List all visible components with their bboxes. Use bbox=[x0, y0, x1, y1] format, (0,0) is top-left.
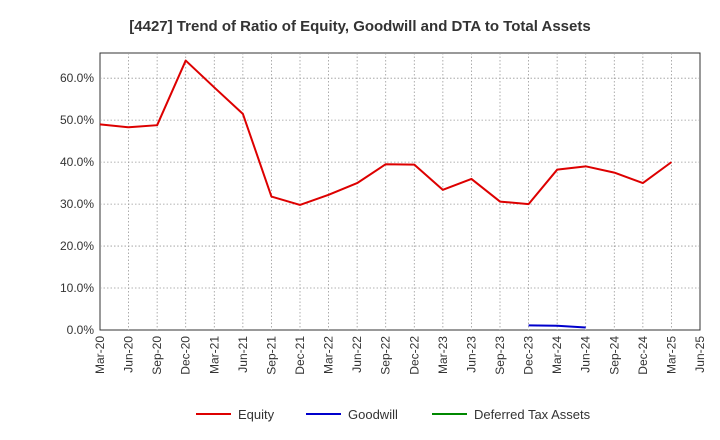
plot-area bbox=[99, 52, 701, 331]
x-tick-label: Sep-22 bbox=[379, 336, 393, 375]
y-tick-label: 60.0% bbox=[60, 71, 94, 85]
y-tick-label: 0.0% bbox=[67, 323, 95, 337]
x-tick-label: Jun-20 bbox=[122, 336, 136, 373]
x-tick-label: Jun-24 bbox=[579, 336, 593, 373]
y-tick-label: 30.0% bbox=[60, 197, 94, 211]
x-tick-label: Dec-22 bbox=[407, 336, 421, 375]
x-tick-label: Dec-23 bbox=[522, 336, 536, 375]
x-tick-label: Sep-21 bbox=[264, 336, 278, 375]
series-line-equity bbox=[99, 59, 673, 206]
series-line-goodwill bbox=[528, 324, 586, 329]
legend-label: Goodwill bbox=[348, 407, 398, 422]
x-tick-label: Sep-24 bbox=[607, 336, 621, 375]
y-tick-label: 10.0% bbox=[60, 281, 94, 295]
legend: Equity Goodwill Deferred Tax Assets bbox=[196, 407, 591, 422]
gridlines bbox=[100, 53, 700, 330]
legend-label: Deferred Tax Assets bbox=[474, 407, 591, 422]
x-axis-ticks: Mar-20 Jun-20 Sep-20 Dec-20 Mar-21 Jun-21 Sep-… bbox=[93, 336, 707, 375]
x-tick-label: Jun-22 bbox=[350, 336, 364, 373]
legend-item-goodwill: Goodwill bbox=[306, 407, 398, 422]
legend-label: Equity bbox=[238, 407, 275, 422]
y-tick-label: 50.0% bbox=[60, 113, 94, 127]
x-tick-label: Dec-20 bbox=[179, 336, 193, 375]
x-tick-label: Dec-24 bbox=[636, 336, 650, 375]
x-tick-label: Dec-21 bbox=[293, 336, 307, 375]
x-tick-label: Mar-24 bbox=[550, 336, 564, 374]
x-tick-label: Sep-23 bbox=[493, 336, 507, 375]
x-tick-label: Mar-23 bbox=[436, 336, 450, 374]
x-tick-label: Mar-20 bbox=[93, 336, 107, 374]
x-tick-label: Mar-22 bbox=[322, 336, 336, 374]
legend-item-deferred-tax-assets: Deferred Tax Assets bbox=[432, 407, 591, 422]
x-tick-label: Mar-25 bbox=[664, 336, 678, 374]
x-tick-label: Jun-21 bbox=[236, 336, 250, 373]
y-tick-label: 40.0% bbox=[60, 155, 94, 169]
chart-title: [4427] Trend of Ratio of Equity, Goodwil… bbox=[129, 18, 590, 35]
x-tick-label: Mar-21 bbox=[207, 336, 221, 374]
x-tick-label: Jun-25 bbox=[693, 336, 707, 373]
y-tick-label: 20.0% bbox=[60, 239, 94, 253]
series-layer bbox=[99, 59, 673, 329]
x-tick-label: Jun-23 bbox=[464, 336, 478, 373]
x-tick-label: Sep-20 bbox=[150, 336, 164, 375]
legend-item-equity: Equity bbox=[196, 407, 275, 422]
y-axis-ticks: 0.0% 10.0% 20.0% 30.0% 40.0% 50.0% 60.0% bbox=[60, 71, 94, 337]
